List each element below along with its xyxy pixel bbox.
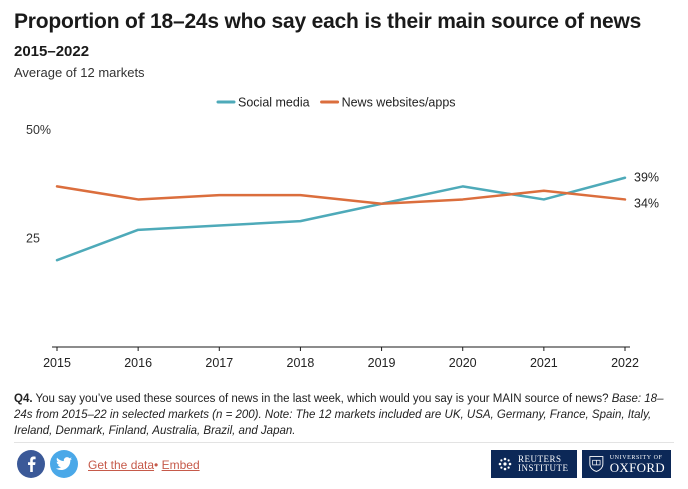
- legend-label-0: Social media: [238, 96, 310, 110]
- note-question-number: Q4.: [14, 393, 33, 405]
- get-the-data-link[interactable]: Get the data: [88, 458, 155, 472]
- x-tick-label-5: 2020: [449, 356, 477, 370]
- line-chart: Social media News websites/apps 25 50% 2015 2…: [26, 96, 659, 371]
- embed-link[interactable]: Embed: [161, 458, 200, 472]
- reuters-logo-line2: INSTITUTE: [518, 463, 569, 473]
- chart-subtitle: 2015–2022: [14, 43, 90, 60]
- x-tick-label-7: 2022: [611, 356, 639, 370]
- chart-footer: Get the data• Embed REUTERS INSTITUTE UN…: [0, 448, 688, 482]
- twitter-share-button[interactable]: [50, 450, 78, 478]
- chart-title: Proportion of 18–24s who say each is the…: [14, 10, 642, 33]
- chart-note: Q4. You say you’ve used these sources of…: [14, 391, 669, 439]
- note-question-text: You say you’ve used these sources of new…: [32, 393, 612, 405]
- oxford-university-logo[interactable]: UNIVERSITY OF OXFORD: [582, 450, 671, 478]
- link-separator: •: [154, 458, 159, 472]
- series-line-1: [55, 185, 627, 206]
- series-line-0: [55, 176, 627, 262]
- footer-divider: [14, 442, 674, 443]
- x-tick-label-1: 2016: [124, 356, 152, 370]
- x-tick-label-0: 2015: [43, 356, 71, 370]
- footer-links: Get the data• Embed: [88, 458, 200, 472]
- x-tick-label-3: 2018: [287, 356, 315, 370]
- legend-label-1: News websites/apps: [342, 96, 456, 110]
- x-tick-label-4: 2019: [368, 356, 396, 370]
- facebook-share-button[interactable]: [17, 450, 45, 478]
- x-tick-label-6: 2021: [530, 356, 558, 370]
- note-base-text: Base: 18–24s from 2015–22 in selected ma…: [14, 393, 664, 437]
- y-tick-label-1: 50%: [26, 123, 51, 137]
- chart-caption: Average of 12 markets: [14, 65, 145, 80]
- end-label-1: 34%: [634, 196, 659, 210]
- facebook-icon: [28, 456, 36, 472]
- reuters-dots-icon: [498, 457, 512, 471]
- oxford-logo-line1: UNIVERSITY OF: [609, 454, 663, 461]
- y-tick-label-0: 25: [26, 232, 40, 246]
- end-label-0: 39%: [634, 171, 659, 185]
- oxford-crest-icon: [589, 456, 604, 472]
- x-tick-label-2: 2017: [205, 356, 233, 370]
- oxford-logo-line2: OXFORD: [609, 459, 665, 475]
- reuters-logo-line1: REUTERS: [518, 454, 562, 464]
- twitter-icon: [56, 457, 72, 470]
- reuters-institute-logo[interactable]: REUTERS INSTITUTE: [491, 450, 577, 478]
